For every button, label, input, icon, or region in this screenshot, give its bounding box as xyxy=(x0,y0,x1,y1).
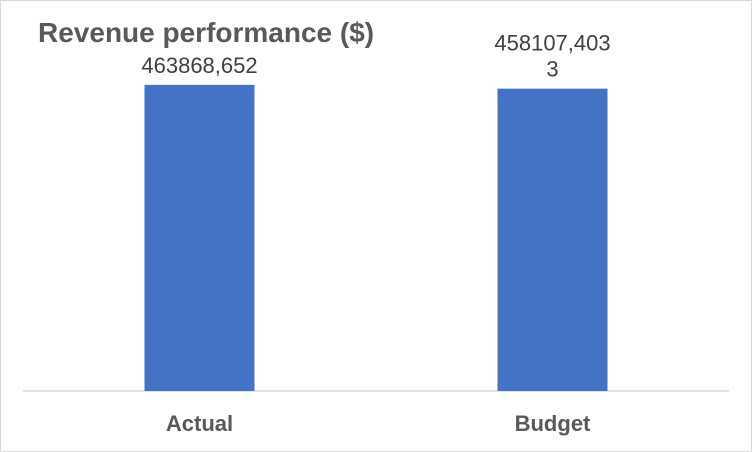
chart-title: Revenue performance ($) xyxy=(38,17,375,48)
bar-actual xyxy=(144,84,255,392)
bar-budget xyxy=(497,88,608,392)
data-label-budget: 458107,403 xyxy=(494,31,610,56)
data-label-budget: 3 xyxy=(546,57,558,82)
category-label-actual: Actual xyxy=(166,411,233,436)
data-label-actual: 463868,652 xyxy=(141,53,257,78)
category-label-budget: Budget xyxy=(515,411,591,436)
